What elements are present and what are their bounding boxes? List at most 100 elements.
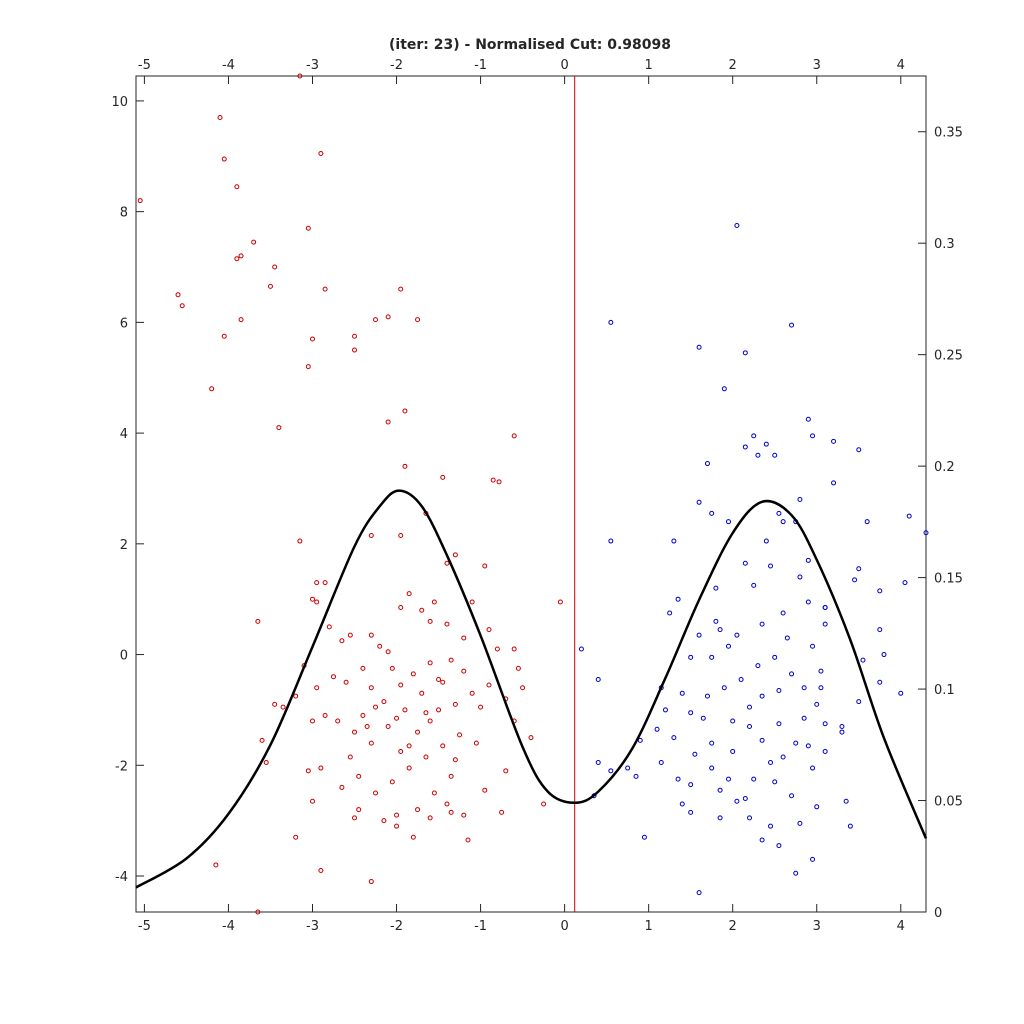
cluster-red-point [335, 718, 341, 724]
cluster-blue-point [898, 690, 904, 696]
cluster-red-point [352, 347, 358, 353]
cluster-red-point [465, 837, 471, 843]
cluster-red-point [352, 333, 358, 339]
cluster-red-point [339, 784, 345, 790]
cluster-red-point [293, 834, 299, 840]
cluster-red-point [356, 773, 362, 779]
cluster-red-point [410, 671, 416, 677]
cluster-blue-point [696, 632, 702, 638]
cluster-red-point [318, 151, 324, 157]
cluster-blue-point [768, 823, 774, 829]
cluster-blue-point [881, 652, 887, 658]
cluster-blue-point [843, 798, 849, 804]
cluster-blue-point [822, 621, 828, 627]
cluster-red-point [402, 707, 408, 713]
cluster-red-point [394, 823, 400, 829]
cluster-blue-point [772, 779, 778, 785]
cluster-blue-point [709, 765, 715, 771]
cluster-blue-point [810, 856, 816, 862]
cluster-blue-point [654, 726, 660, 732]
cluster-red-point [368, 879, 374, 885]
cluster-blue-point [856, 566, 862, 572]
cluster-red-point [511, 433, 517, 439]
cluster-red-point [444, 801, 450, 807]
cluster-red-point [423, 754, 429, 760]
cluster-blue-point [738, 676, 744, 682]
cluster-blue-point [671, 735, 677, 741]
cluster-blue-point [877, 679, 883, 685]
cluster-blue-point [713, 618, 719, 624]
cluster-red-point [394, 715, 400, 721]
cluster-blue-point [700, 715, 706, 721]
cluster-blue-point [839, 724, 845, 730]
cluster-blue-point [860, 657, 866, 663]
cluster-red-point [217, 115, 223, 121]
cluster-red-point [423, 710, 429, 716]
cluster-red-point [175, 292, 181, 298]
cluster-red-point [179, 303, 185, 309]
cluster-red-point [415, 317, 421, 323]
cluster-blue-point [578, 646, 584, 652]
cluster-red-point [436, 676, 442, 682]
cluster-blue-point [633, 773, 639, 779]
cluster-blue-point [667, 610, 673, 616]
cluster-red-point [402, 408, 408, 414]
cluster-red-point [267, 283, 273, 289]
cluster-blue-point [734, 798, 740, 804]
cluster-blue-point [696, 499, 702, 505]
cluster-blue-point [595, 760, 601, 766]
cluster-blue-point [704, 461, 710, 467]
cluster-red-point [511, 646, 517, 652]
cluster-red-point [234, 184, 240, 190]
cluster-red-point [431, 599, 437, 605]
cluster-blue-point [721, 386, 727, 392]
cluster-red-point [478, 704, 484, 710]
cluster-red-point [137, 198, 143, 204]
cluster-red-point [272, 701, 278, 707]
cluster-blue-point [717, 627, 723, 633]
cluster-red-point [385, 649, 391, 655]
cluster-red-point [436, 707, 442, 713]
y-tick-label-left: 6 [120, 316, 128, 331]
x-tick-label-bottom: 2 [729, 919, 737, 934]
cluster-blue-point [801, 685, 807, 691]
cluster-blue-point [688, 809, 694, 815]
cluster-blue-point [730, 718, 736, 724]
x-tick-label-bottom: -1 [474, 919, 487, 934]
y-tick-label-right: 0.05 [934, 795, 963, 810]
cluster-red-point [305, 364, 311, 370]
cluster-blue-point [688, 710, 694, 716]
cluster-blue-point [852, 577, 858, 583]
cluster-blue-point [679, 801, 685, 807]
cluster-red-point [234, 256, 240, 262]
cluster-blue-point [679, 690, 685, 696]
y-tick-label-left: 10 [111, 95, 128, 110]
cluster-red-point [415, 729, 421, 735]
cluster-blue-point [742, 350, 748, 356]
cluster-red-point [305, 225, 311, 231]
cluster-blue-point [595, 676, 601, 682]
cluster-blue-point [776, 721, 782, 727]
cluster-red-point [385, 419, 391, 425]
cluster-red-point [541, 801, 547, 807]
cluster-red-point [347, 632, 353, 638]
cluster-blue-point [923, 530, 929, 536]
cluster-red-point [469, 690, 475, 696]
cluster-red-point [431, 790, 437, 796]
cluster-red-point [373, 317, 379, 323]
x-tick-label-bottom: -5 [138, 919, 151, 934]
cluster-blue-point [755, 663, 761, 669]
y-tick-label-left: -2 [115, 759, 128, 774]
cluster-red-point [238, 253, 244, 259]
cluster-red-point [389, 779, 395, 785]
cluster-red-point [406, 743, 412, 749]
cluster-blue-point [721, 685, 727, 691]
cluster-red-point [309, 798, 315, 804]
plot-area: -5 -5 -4 -4 -3 -3 -2 -2 -1 -1 0 0 1 1 2 2 3 3 4 4 -4 -2 0 2 4 6 8 1… [111, 58, 963, 934]
cluster-blue-point [810, 765, 816, 771]
cluster-blue-point [713, 585, 719, 591]
cluster-blue-point [856, 447, 862, 453]
cluster-red-point [364, 724, 370, 730]
cluster-blue-point [696, 344, 702, 350]
cluster-blue-point [692, 751, 698, 757]
